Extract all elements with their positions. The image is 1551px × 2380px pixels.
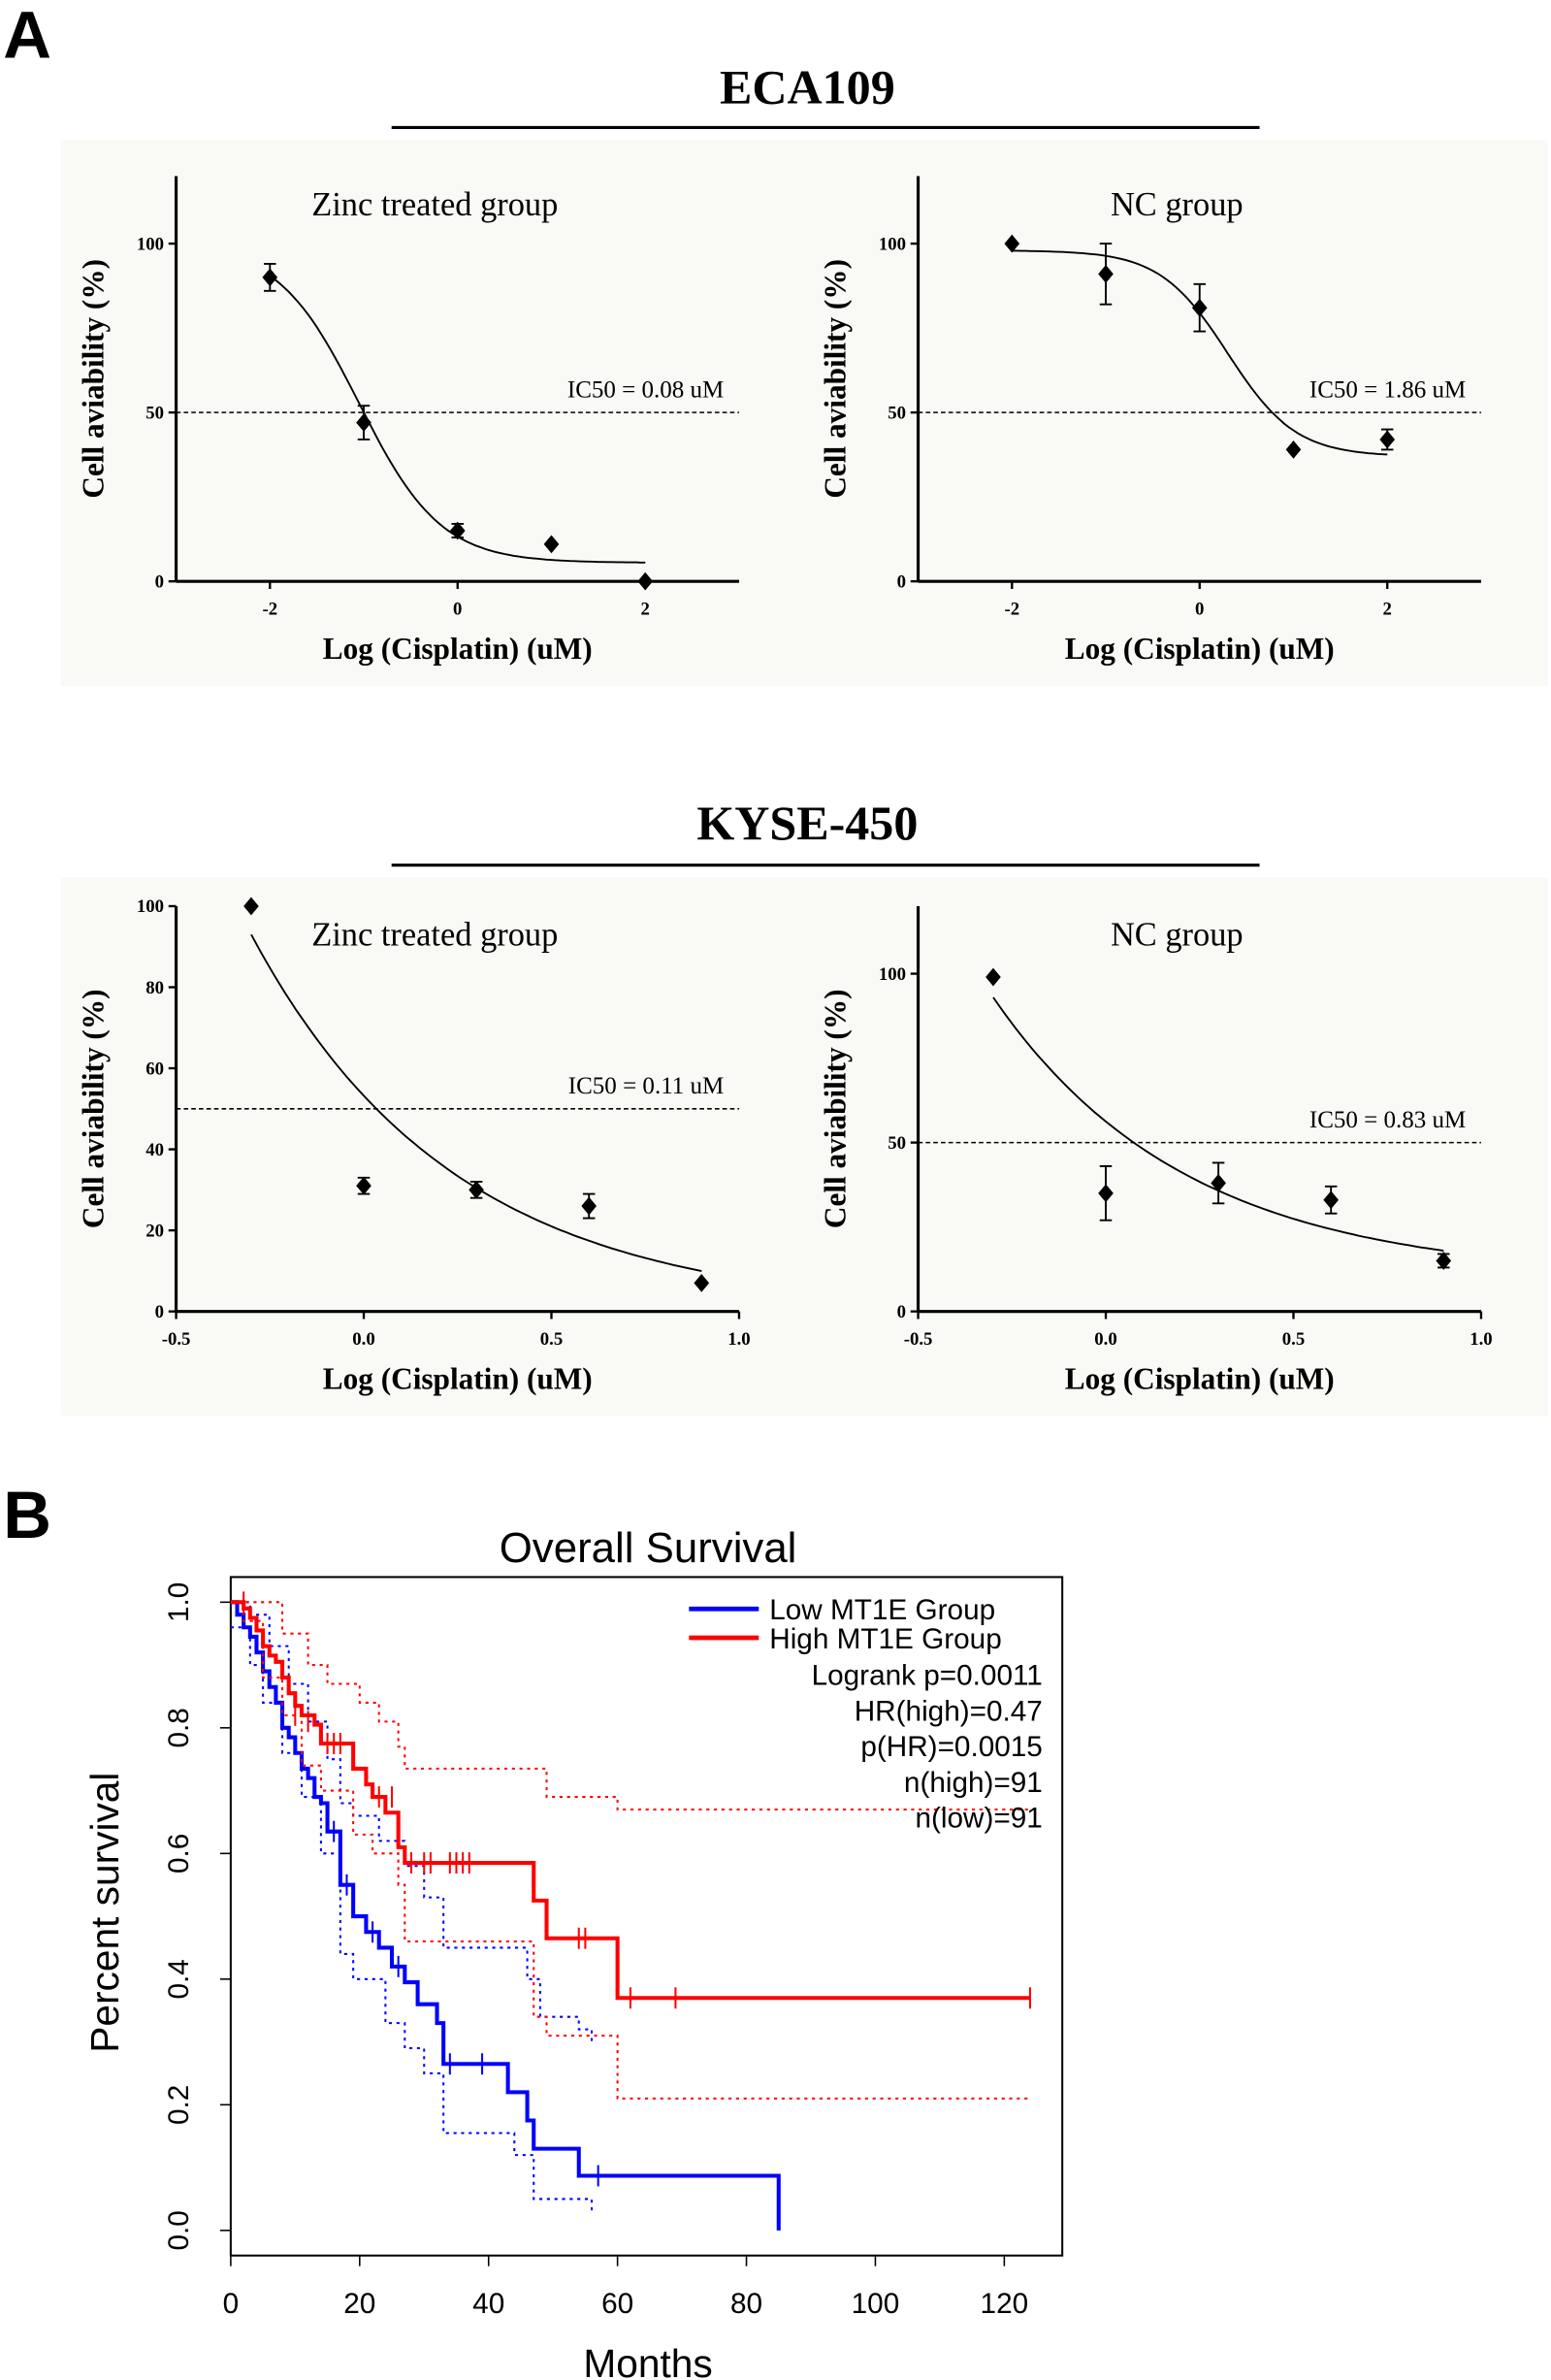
x-tick-label: 0.5 bbox=[540, 1329, 563, 1350]
ci-lower-line bbox=[230, 1601, 1030, 2100]
x-axis-label: Months bbox=[583, 2341, 712, 2380]
x-tick-label: 0 bbox=[223, 2288, 240, 2320]
ci-upper-line bbox=[230, 1601, 1030, 1811]
y-tick-label: 0.2 bbox=[163, 2085, 195, 2125]
y-axis-label: Cell aviability (%) bbox=[76, 989, 110, 1228]
x-tick-label: 120 bbox=[981, 2288, 1029, 2320]
x-tick-label: 60 bbox=[601, 2288, 633, 2320]
panel-label-a: A bbox=[3, 0, 51, 72]
survival-chart: Overall Survival 0 20 40 60 80 100 120 0.0 0.2 0.4… bbox=[82, 1524, 1064, 2380]
panel-a-bottom-background bbox=[60, 877, 1548, 1417]
x-tick-label: 100 bbox=[852, 2288, 900, 2320]
dose-response-chart: 0 50 100 -2 0 2 NC group Log (Cisplatin) (uM) Ce… bbox=[818, 176, 1481, 666]
y-tick-label: 0 bbox=[155, 1302, 164, 1322]
group-title-kyse450: KYSE-450 bbox=[696, 796, 918, 850]
ic50-annotation: IC50 = 0.11 uM bbox=[568, 1073, 725, 1099]
legend-entry: High MT1E Group bbox=[769, 1623, 1001, 1655]
y-tick-label: 0.4 bbox=[163, 1959, 195, 1999]
x-tick-label: 0 bbox=[1195, 600, 1204, 620]
x-tick-label: 1.0 bbox=[1470, 1329, 1492, 1350]
x-tick-label: 0.0 bbox=[1094, 1329, 1116, 1350]
x-tick-label: -0.5 bbox=[904, 1329, 933, 1350]
stat-text: p(HR)=0.0015 bbox=[860, 1731, 1043, 1763]
y-tick-label: 100 bbox=[879, 234, 906, 254]
ic50-annotation: IC50 = 1.86 uM bbox=[1309, 376, 1466, 403]
data-point bbox=[449, 521, 466, 540]
survival-series-low bbox=[230, 1600, 781, 2231]
x-tick-label: 20 bbox=[343, 2288, 375, 2320]
y-tick-label: 40 bbox=[145, 1140, 164, 1160]
group-title-eca109: ECA109 bbox=[720, 59, 895, 114]
y-axis-label: Cell aviability (%) bbox=[818, 259, 852, 499]
x-axis-label: Log (Cisplatin) (uM) bbox=[1065, 632, 1335, 666]
y-tick-label: 0.8 bbox=[163, 1708, 195, 1747]
data-point bbox=[356, 1176, 372, 1195]
chart-title: Overall Survival bbox=[500, 1524, 797, 1572]
data-point bbox=[243, 897, 259, 916]
y-tick-label: 1.0 bbox=[163, 1582, 195, 1622]
panel-label-b: B bbox=[3, 1478, 51, 1552]
y-tick-label: 0.6 bbox=[163, 1834, 195, 1874]
y-tick-label: 0 bbox=[897, 571, 906, 592]
x-axis-label: Log (Cisplatin) (uM) bbox=[323, 1361, 593, 1395]
dose-response-chart: 0 20 40 60 80 100 -0.5 0.0 0.5 1.0 Zinc treated gr… bbox=[76, 897, 750, 1395]
plot-frame bbox=[229, 1576, 1064, 2257]
chart-title: NC group bbox=[1111, 917, 1244, 954]
data-point bbox=[581, 1196, 598, 1216]
survival-curve bbox=[230, 1600, 1030, 2001]
x-tick-label: 2 bbox=[641, 600, 650, 620]
y-tick-label: 50 bbox=[888, 403, 906, 423]
x-tick-label: 80 bbox=[730, 2288, 762, 2320]
y-tick-label: 50 bbox=[888, 1133, 906, 1154]
y-tick-label: 80 bbox=[145, 978, 164, 998]
dose-response-chart: 0 50 100 -2 0 2 Zinc treated group Log (Cisplat… bbox=[76, 176, 739, 666]
dose-response-chart: 0 50 100 -0.5 0.0 0.5 1.0 NC group Log (Cisplati… bbox=[818, 905, 1493, 1395]
data-point bbox=[469, 1180, 484, 1199]
y-tick-label: 0 bbox=[155, 571, 164, 592]
x-tick-label: 0 bbox=[453, 600, 462, 620]
y-tick-label: 50 bbox=[145, 403, 164, 423]
y-tick-label: 100 bbox=[137, 897, 164, 917]
x-axis-label: Log (Cisplatin) (uM) bbox=[1065, 1361, 1335, 1395]
x-tick-label: -0.5 bbox=[162, 1329, 191, 1350]
legend-entry: Low MT1E Group bbox=[769, 1594, 995, 1626]
ic50-annotation: IC50 = 0.83 uM bbox=[1309, 1107, 1466, 1133]
x-tick-label: 1.0 bbox=[727, 1329, 750, 1350]
y-axis-label: Cell aviability (%) bbox=[76, 259, 110, 499]
y-tick-label: 100 bbox=[137, 234, 164, 254]
y-tick-label: 60 bbox=[145, 1059, 164, 1079]
data-point bbox=[356, 413, 372, 432]
x-tick-label: 2 bbox=[1383, 600, 1392, 620]
ci-upper-line bbox=[230, 1601, 594, 2042]
data-point bbox=[1211, 1173, 1226, 1192]
chart-title: NC group bbox=[1111, 186, 1244, 223]
stat-text: Logrank p=0.0011 bbox=[812, 1659, 1043, 1691]
data-point bbox=[637, 571, 654, 591]
x-tick-label: -2 bbox=[1004, 600, 1019, 620]
y-tick-label: 100 bbox=[879, 964, 906, 985]
stat-text: HR(high)=0.47 bbox=[855, 1695, 1043, 1727]
x-tick-label: 0.0 bbox=[352, 1329, 374, 1350]
y-axis-label: Cell aviability (%) bbox=[818, 989, 852, 1228]
survival-curve bbox=[230, 1600, 781, 2231]
chart-title: Zinc treated group bbox=[311, 186, 558, 223]
stat-text: n(low)=91 bbox=[916, 1803, 1043, 1835]
y-tick-label: 20 bbox=[145, 1221, 164, 1241]
data-point bbox=[986, 967, 1001, 987]
x-tick-label: 0.5 bbox=[1282, 1329, 1305, 1350]
x-tick-label: -2 bbox=[262, 600, 277, 620]
chart-title: Zinc treated group bbox=[311, 917, 558, 954]
y-tick-label: 0.0 bbox=[163, 2210, 195, 2250]
x-tick-label: 40 bbox=[472, 2288, 504, 2320]
y-tick-label: 0 bbox=[897, 1302, 906, 1322]
survival-series-high bbox=[230, 1591, 1031, 2100]
x-axis-label: Log (Cisplatin) (uM) bbox=[323, 632, 593, 666]
data-point bbox=[262, 268, 278, 287]
ic50-annotation: IC50 = 0.08 uM bbox=[567, 376, 724, 403]
y-axis-label: Percent survival bbox=[82, 1773, 127, 2053]
stat-text: n(high)=91 bbox=[904, 1767, 1043, 1799]
